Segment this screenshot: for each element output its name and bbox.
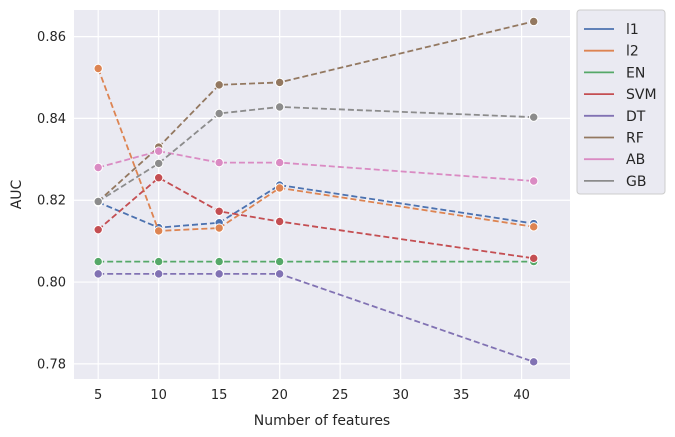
x-tick-label: 5: [94, 388, 102, 403]
data-point: [274, 256, 285, 267]
legend-item-gb: GB: [584, 174, 646, 190]
data-point: [529, 176, 539, 186]
legend-label: SVM: [626, 87, 657, 103]
legend-label: EN: [626, 65, 645, 81]
legend-item-en: EN: [584, 65, 645, 81]
legend-item-dt: DT: [584, 109, 646, 125]
legend-label: l1: [626, 22, 639, 38]
data-point: [93, 196, 103, 207]
y-tick-label: 0.78: [37, 357, 66, 372]
y-axis-ticks: 0.78 0.80 0.82 0.84 0.86: [37, 30, 66, 372]
x-axis-ticks: 5 10 15 20 25 30 35 40: [94, 388, 530, 403]
data-point: [214, 108, 224, 119]
x-tick-label: 20: [271, 388, 288, 403]
y-axis-label: AUC: [9, 179, 25, 209]
data-point: [153, 146, 164, 156]
series-dt: [93, 269, 539, 367]
data-point: [214, 80, 224, 90]
y-tick-label: 0.86: [37, 30, 66, 45]
data-point: [93, 256, 103, 267]
data-point: [529, 253, 539, 264]
data-point: [153, 226, 164, 236]
plot-area: [74, 10, 570, 379]
data-point: [93, 162, 103, 173]
series-l2: [93, 63, 539, 236]
x-tick-label: 40: [513, 388, 530, 403]
data-point: [529, 112, 539, 122]
data-point: [153, 269, 164, 279]
series-en: [93, 256, 539, 267]
data-point: [274, 269, 285, 279]
legend-item-l1: l1: [584, 22, 639, 38]
data-point: [274, 183, 285, 193]
data-point: [153, 173, 164, 183]
data-point: [214, 157, 224, 168]
data-point: [93, 269, 103, 279]
series-line: [97, 20, 534, 203]
y-tick-label: 0.80: [37, 276, 66, 291]
data-point: [274, 157, 285, 168]
legend-label: l2: [626, 44, 639, 60]
legend-label: RF: [626, 131, 644, 147]
series-gb: [93, 102, 539, 207]
data-point: [274, 102, 285, 112]
series-line: [97, 150, 534, 182]
data-point: [274, 77, 285, 88]
series-ab: [93, 146, 539, 186]
data-point: [529, 357, 539, 367]
series-layer: [93, 16, 539, 367]
data-point: [214, 223, 224, 233]
x-tick-label: 30: [392, 388, 409, 403]
data-point: [153, 256, 164, 267]
data-point: [214, 256, 224, 267]
legend-item-rf: RF: [584, 131, 644, 147]
series-svm: [93, 173, 539, 264]
legend-item-svm: SVM: [584, 87, 657, 103]
legend-label: AB: [626, 152, 645, 168]
legend-frame: [576, 9, 666, 195]
legend-item-ab: AB: [584, 152, 645, 168]
data-point: [93, 224, 103, 235]
x-tick-label: 15: [211, 388, 228, 403]
x-tick-label: 35: [453, 388, 470, 403]
data-point: [214, 206, 224, 216]
y-tick-label: 0.82: [37, 194, 66, 209]
data-point: [274, 216, 285, 227]
data-point: [214, 269, 224, 279]
legend: l1 l2 EN SVM DT RF AB GB: [576, 9, 666, 195]
data-point: [529, 222, 539, 232]
x-tick-label: 25: [332, 388, 349, 403]
legend-label: DT: [626, 109, 646, 125]
legend-item-l2: l2: [584, 44, 639, 60]
data-point: [93, 63, 103, 74]
legend-label: GB: [626, 174, 646, 190]
x-axis-label: Number of features: [254, 413, 390, 429]
series-line: [97, 68, 534, 232]
x-tick-label: 10: [150, 388, 167, 403]
grid-lines: [74, 10, 570, 379]
y-tick-label: 0.84: [37, 112, 66, 127]
data-point: [153, 158, 164, 169]
data-point: [529, 16, 539, 27]
